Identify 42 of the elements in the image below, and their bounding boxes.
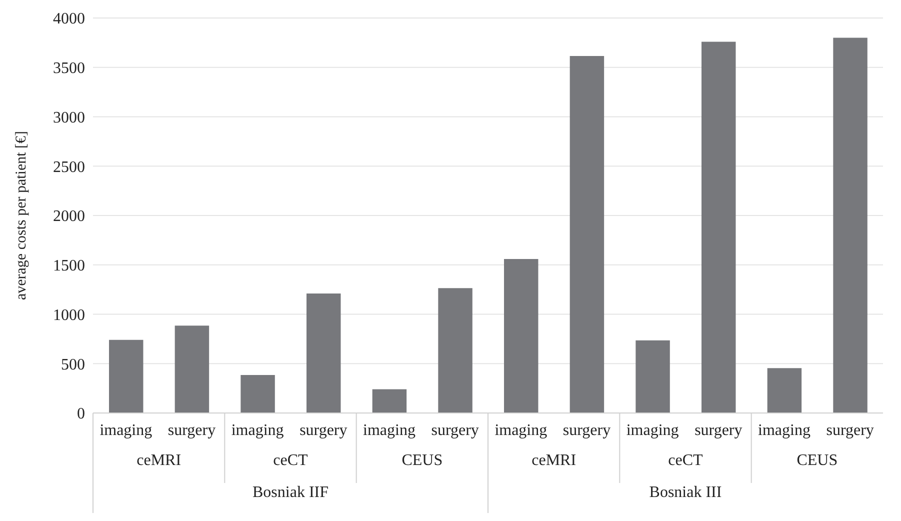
bar (767, 368, 802, 413)
y-axis-title: average costs per patient [€] (13, 130, 30, 300)
bar (833, 38, 868, 413)
y-tick-label: 0 (77, 406, 85, 423)
x-tick-label: imaging (231, 422, 284, 439)
y-tick-label: 2000 (53, 208, 85, 226)
x-tick-label: imaging (100, 422, 152, 439)
bar (504, 258, 538, 413)
x-tick-label: surgery (300, 422, 348, 439)
y-tick-label: 3500 (53, 60, 85, 78)
text: ceCT (668, 452, 704, 469)
x-tick-label: surgery (168, 422, 216, 439)
bar (438, 288, 472, 413)
bar (702, 42, 736, 413)
bar (636, 340, 670, 413)
bar (109, 340, 144, 413)
y-tick-label: 500 (61, 356, 85, 374)
bar (570, 56, 604, 413)
y-tick-label: 3000 (53, 109, 85, 126)
x-tick-label: imaging (494, 422, 548, 439)
text: ceMRI (532, 452, 576, 469)
bar (306, 294, 341, 413)
text: Bosniak III (649, 484, 722, 501)
x-tick-label: imaging (363, 422, 416, 439)
text: CEUS (796, 452, 838, 469)
y-tick-label: 1000 (53, 306, 85, 324)
y-tick-label: 1500 (53, 258, 85, 275)
bar (174, 326, 210, 413)
x-tick-label: imaging (758, 422, 810, 439)
x-tick-label: surgery (694, 422, 742, 439)
bar (372, 389, 407, 413)
y-tick-label: 4000 (53, 10, 85, 28)
bar (240, 374, 275, 413)
x-tick-label: imaging (626, 422, 679, 439)
x-tick-label: surgery (431, 422, 479, 439)
text: Bosniak IIF (252, 484, 329, 501)
y-tick-label: 2500 (53, 158, 85, 176)
x-tick-label: surgery (826, 422, 874, 439)
x-tick-label: surgery (562, 422, 611, 439)
text: CEUS (402, 452, 443, 469)
text: ceMRI (136, 452, 182, 469)
text: ceCT (273, 452, 308, 469)
